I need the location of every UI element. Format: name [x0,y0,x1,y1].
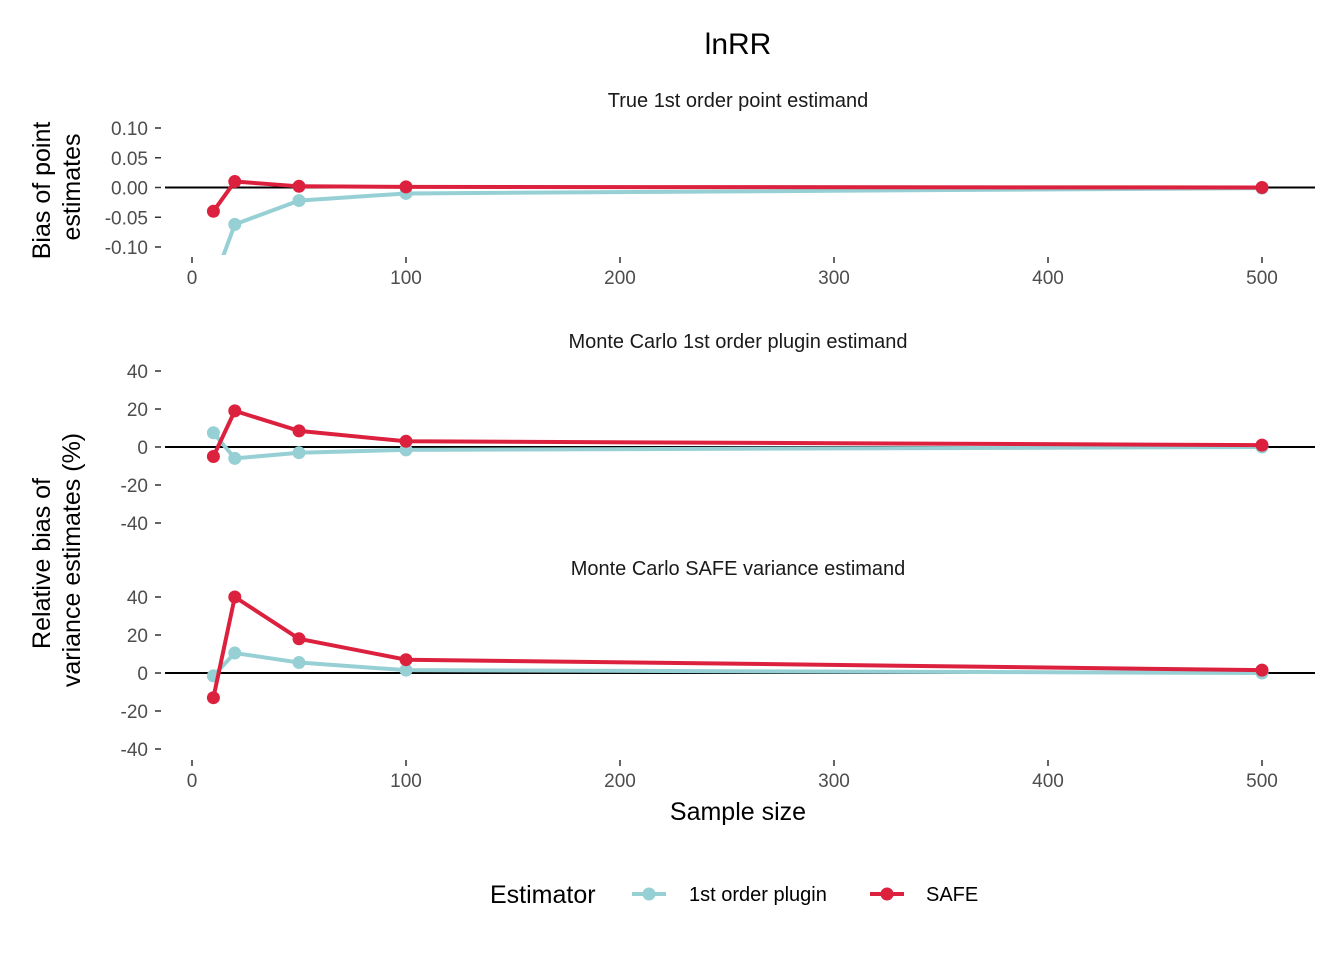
panel-1-x-tick-label: 100 [390,268,422,289]
panel-3-line-safe [211,595,1264,700]
panel-3-x-tick-label: 300 [818,771,850,792]
legend-key-safe-point [880,887,894,901]
panel-3-point-safe [1255,663,1269,677]
legend-title: Estimator [490,881,596,909]
panel-1-point-safe [206,204,220,218]
panel-2-title: Monte Carlo 1st order plugin estimand [568,331,907,353]
panel-1-y-tick-label: 0.10 [111,119,148,140]
panel-1: True 1st order point estimand 0.10 0.05 0.0… [105,90,1315,289]
panel-2-point-plugin [292,446,306,460]
panel-3-point-safe [228,590,242,604]
panel-1-series [206,175,1269,289]
y-axis-title-bottom-line-1: Relative bias of [28,478,56,649]
panel-2-point-safe [1255,438,1269,452]
panel-2-point-safe [399,434,413,448]
panel-1-point-safe [399,180,413,194]
panel-3-point-safe [399,653,413,667]
panel-1-point-plugin [207,276,220,289]
panel-2-y-tick-label: 40 [127,362,148,383]
panel-2-y-tick-label: 0 [137,438,148,459]
panel-3-y-tick-label: 40 [127,588,148,609]
panel-2-point-safe [292,424,306,438]
panel-2-series [206,404,1269,465]
panel-2-point-plugin [206,426,220,440]
panel-3-point-plugin [399,663,413,677]
legend-label-plugin: 1st order plugin [689,884,827,906]
panel-3-series [206,590,1269,705]
legend-label-safe: SAFE [926,884,978,906]
panel-3-y-tick-label: -40 [121,740,148,761]
panel-1-x-tick-label: 500 [1246,268,1278,289]
panel-3-x-tick-label: 100 [390,771,422,792]
panel-1-x-tick-label: 300 [818,268,850,289]
panel-3-x-tick-label: 200 [604,771,636,792]
panel-1-point-plugin [292,194,306,208]
panel-2-point-safe [228,404,242,418]
y-axis-title-bottom: Relative bias of variance estimates (%) [28,433,86,687]
panel-3-x-tick-label: 0 [187,771,198,792]
panel-1-point-safe [228,175,242,189]
legend-key-plugin-point [642,887,656,901]
panel-3-point-safe [292,632,306,646]
chart-title: lnRR [705,28,772,61]
panel-3-x-tick-label: 400 [1032,771,1064,792]
panel-3: Monte Carlo SAFE variance estimand40200-… [121,558,1315,792]
panel-3-y-tick-label: 20 [127,626,148,647]
legend: Estimator 1st order plugin SAFE [490,881,978,909]
panels: True 1st order point estimand 0.10 0.05 0.0… [105,90,1315,792]
panel-1-point-safe [1255,181,1269,194]
panel-1-y-tick-label: 0.05 [111,149,148,170]
panel-2-y-tick-label: -20 [121,476,148,497]
panel-1-y-tick-label: -0.05 [105,208,148,229]
panel-1-y-tick-label: -0.10 [105,238,148,259]
panel-3-point-plugin [228,646,242,660]
panel-2-y-tick-label: -40 [121,514,148,535]
x-axis-title: Sample size [670,798,806,826]
y-axis-title-top: Bias of point estimates [28,115,86,260]
y-axis-title-top-line-2: estimates [58,134,86,241]
panel-3-x-tick-label: 500 [1246,771,1278,792]
panel-1-point-plugin [228,217,242,231]
legend-key-plugin [632,887,666,901]
y-axis-title-bottom-line-2: variance estimates (%) [58,433,86,687]
panel-1-x-tick-label: 400 [1032,268,1064,289]
y-axis-title-top-line-1: Bias of point [28,122,56,260]
panel-1-x-tick-label: 200 [604,268,636,289]
panel-1-x-tick-label: 0 [187,268,198,289]
panel-2-y-tick-label: 20 [127,400,148,421]
legend-key-safe [870,887,904,901]
panel-1-y-tick-label: 0.00 [111,179,148,200]
panel-3-y-tick-label: -20 [121,702,148,723]
panel-3-point-safe [206,691,220,705]
panel-3-title: Monte Carlo SAFE variance estimand [571,558,906,580]
panel-3-point-plugin [292,656,306,670]
panel-2: Monte Carlo 1st order plugin estimand 40 2… [121,331,1315,535]
panel-1-title: True 1st order point estimand [608,90,869,112]
panel-1-point-safe [292,179,306,193]
panel-3-y-tick-label: 0 [137,664,148,685]
panel-2-point-plugin [228,451,242,465]
panel-2-point-safe [206,450,220,463]
panel-1-line-plugin [221,186,1264,255]
